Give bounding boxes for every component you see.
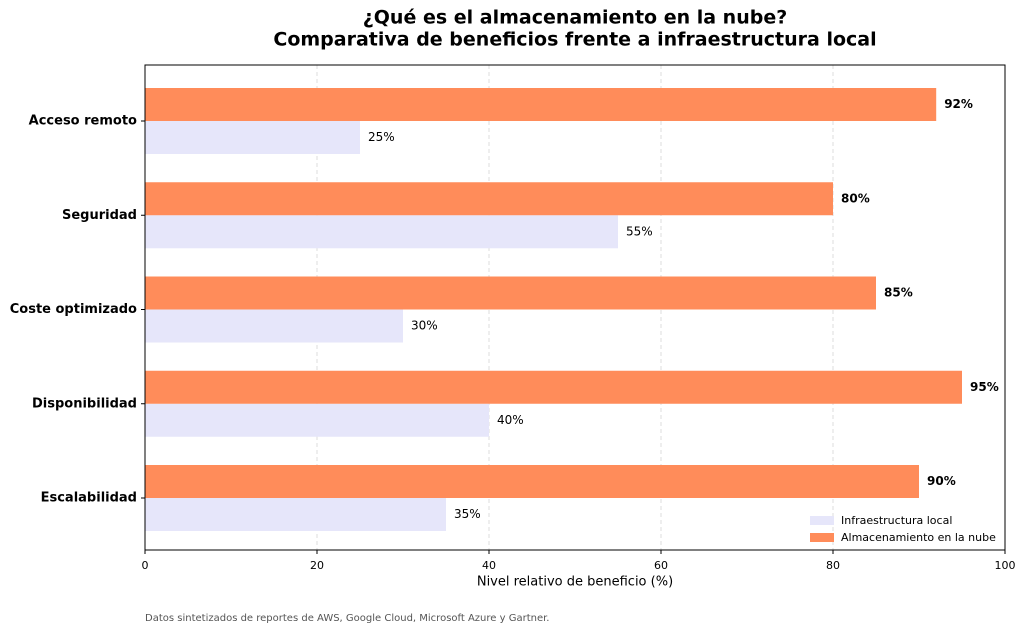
value-label: 55% — [626, 224, 653, 238]
bar — [145, 121, 360, 154]
value-label: 90% — [927, 474, 956, 488]
y-tick-label: Disponibilidad — [32, 396, 137, 411]
x-tick-label: 100 — [995, 559, 1016, 572]
x-tick-label: 60 — [654, 559, 668, 572]
x-tick-label: 0 — [142, 559, 149, 572]
x-tick-label: 20 — [310, 559, 324, 572]
value-label: 40% — [497, 413, 524, 427]
y-tick-label: Escalabilidad — [41, 491, 137, 506]
x-tick-label: 80 — [826, 559, 840, 572]
bar — [145, 215, 618, 249]
bar — [145, 88, 937, 121]
value-label: 30% — [411, 319, 438, 333]
chart-title: Comparativa de beneficios frente a infra… — [273, 29, 876, 51]
value-label: 35% — [454, 507, 481, 521]
bar — [145, 498, 446, 531]
x-tick-label: 40 — [482, 559, 496, 572]
bar — [145, 370, 962, 404]
legend-label: Infraestructura local — [841, 514, 952, 527]
legend-swatch — [810, 516, 834, 525]
y-tick-label: Acceso remoto — [29, 114, 137, 129]
legend-label: Almacenamiento en la nube — [841, 531, 996, 544]
bar — [145, 309, 403, 343]
value-label: 25% — [368, 130, 395, 144]
bar — [145, 276, 876, 310]
value-label: 80% — [841, 191, 870, 205]
value-label: 85% — [884, 286, 913, 300]
y-tick-label: Seguridad — [62, 208, 137, 223]
bar — [145, 465, 919, 498]
bar — [145, 403, 489, 437]
x-axis-label: Nivel relativo de beneficio (%) — [477, 575, 673, 590]
bar — [145, 182, 833, 216]
value-label: 95% — [970, 380, 999, 394]
y-tick-label: Coste optimizado — [10, 302, 137, 317]
chart-title: ¿Qué es el almacenamiento en la nube? — [363, 7, 788, 29]
legend-swatch — [810, 533, 834, 542]
value-label: 92% — [944, 97, 973, 111]
footnote: Datos sintetizados de reportes de AWS, G… — [145, 613, 549, 624]
plot-frame — [144, 64, 1006, 551]
